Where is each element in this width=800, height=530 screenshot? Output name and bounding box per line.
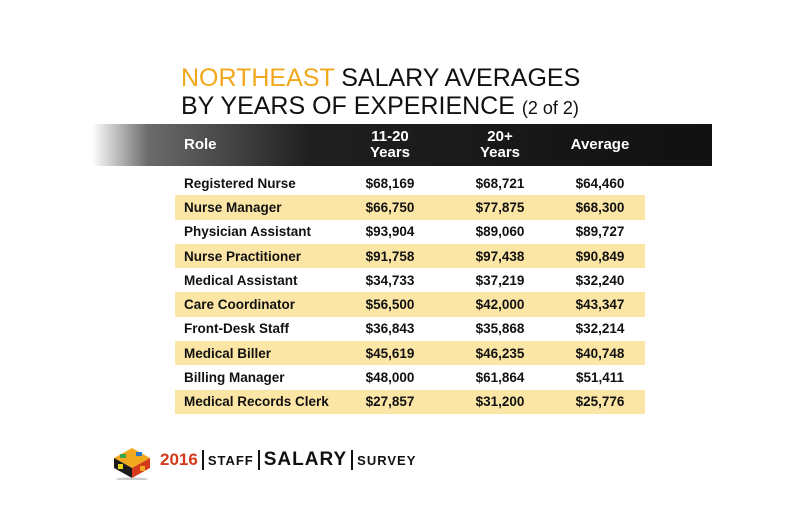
value-11-20-years: $34,733 xyxy=(365,272,415,288)
header-20-plus-years: 20+ Years xyxy=(445,124,555,166)
value-20-plus-years: $61,864 xyxy=(475,370,525,386)
table-row: Care Coordinator $56,500 $42,000 $43,347 xyxy=(175,292,645,317)
role-cell: Medical Records Clerk xyxy=(184,394,329,410)
logo-word-salary: SALARY xyxy=(263,449,348,470)
survey-logo: 2016 STAFF SALARY SURVEY xyxy=(110,440,416,481)
role-cell: Billing Manager xyxy=(184,370,285,386)
value-11-20-years: $91,758 xyxy=(365,248,415,264)
role-cell: Nurse Practitioner xyxy=(184,248,302,264)
value-average: $25,776 xyxy=(575,394,625,410)
table-row: Registered Nurse $68,169 $68,721 $64,460 xyxy=(175,171,645,195)
table-row: Physician Assistant $93,904 $89,060 $89,727 xyxy=(175,220,645,244)
header-col2-line2: Years xyxy=(479,144,521,161)
header-average: Average xyxy=(570,136,630,153)
role-cell: Registered Nurse xyxy=(184,175,296,191)
title-line-2: BY YEARS OF EXPERIENCE (2 of 2) xyxy=(181,92,580,122)
value-11-20-years: $93,904 xyxy=(365,224,415,240)
logo-divider xyxy=(201,450,204,470)
value-11-20-years: $68,169 xyxy=(365,175,415,191)
value-average: $68,300 xyxy=(575,199,625,215)
value-average: $32,214 xyxy=(575,321,625,337)
title-line-1: NORTHEAST SALARY AVERAGES xyxy=(181,64,580,92)
table-row: Billing Manager $48,000 $61,864 $51,411 xyxy=(175,365,645,389)
logo-divider xyxy=(257,450,260,470)
title-line-2-text: BY YEARS OF EXPERIENCE xyxy=(181,92,515,120)
role-cell: Nurse Manager xyxy=(184,199,282,215)
title-part: (2 of 2) xyxy=(521,98,579,118)
value-20-plus-years: $35,868 xyxy=(475,321,525,337)
role-cell: Medical Biller xyxy=(184,345,272,361)
title-highlight: NORTHEAST xyxy=(181,64,335,92)
value-11-20-years: $36,843 xyxy=(365,321,415,337)
value-20-plus-years: $31,200 xyxy=(475,394,525,410)
cube-logo-icon xyxy=(110,440,154,481)
value-20-plus-years: $42,000 xyxy=(475,297,525,313)
value-average: $51,411 xyxy=(575,370,625,386)
value-11-20-years: $48,000 xyxy=(365,370,415,386)
value-11-20-years: $66,750 xyxy=(365,199,415,215)
value-average: $89,727 xyxy=(575,224,625,240)
logo-word-survey: SURVEY xyxy=(357,452,417,468)
value-average: $90,849 xyxy=(575,248,625,264)
value-20-plus-years: $97,438 xyxy=(475,248,525,264)
header-col1-line2: Years xyxy=(369,144,411,161)
page-title: NORTHEAST SALARY AVERAGES BY YEARS OF EX… xyxy=(181,64,580,122)
header-col1-line1: 11-20 xyxy=(371,128,409,145)
value-20-plus-years: $77,875 xyxy=(475,199,525,215)
header-col2-line1: 20+ xyxy=(487,128,513,145)
logo-year: 2016 xyxy=(160,450,198,469)
role-cell: Medical Assistant xyxy=(184,272,298,288)
value-20-plus-years: $37,219 xyxy=(475,272,525,288)
title-line-1-rest: SALARY AVERAGES xyxy=(341,64,581,92)
value-average: $43,347 xyxy=(575,297,625,313)
value-11-20-years: $56,500 xyxy=(365,297,415,313)
value-average: $40,748 xyxy=(575,345,625,361)
table-row: Nurse Manager $66,750 $77,875 $68,300 xyxy=(175,195,645,220)
value-average: $32,240 xyxy=(575,272,625,288)
table-row: Medical Biller $45,619 $46,235 $40,748 xyxy=(175,341,645,366)
role-cell: Care Coordinator xyxy=(184,297,296,313)
header-role: Role xyxy=(184,136,217,153)
value-average: $64,460 xyxy=(575,175,625,191)
table-row: Medical Assistant $34,733 $37,219 $32,240 xyxy=(175,268,645,292)
table-row: Front-Desk Staff $36,843 $35,868 $32,214 xyxy=(175,317,645,341)
table-row: Medical Records Clerk $27,857 $31,200 $25,7… xyxy=(175,389,645,414)
logo-wordmark: 2016 STAFF SALARY SURVEY xyxy=(160,449,416,471)
value-20-plus-years: $68,721 xyxy=(475,175,525,191)
table-row: Nurse Practitioner $91,758 $97,438 $90,849 xyxy=(175,243,645,269)
table-body: Registered Nurse $68,169 $68,721 $64,460 Nur… xyxy=(175,171,645,414)
value-11-20-years: $27,857 xyxy=(365,394,415,410)
header-11-20-years: 11-20 Years xyxy=(335,124,445,166)
logo-divider xyxy=(351,450,354,470)
value-20-plus-years: $89,060 xyxy=(475,224,525,240)
logo-word-staff: STAFF xyxy=(207,452,254,468)
value-11-20-years: $45,619 xyxy=(365,345,415,361)
role-cell: Physician Assistant xyxy=(184,224,312,240)
value-20-plus-years: $46,235 xyxy=(475,345,525,361)
table-header: Role 11-20 Years 20+ Years Average xyxy=(92,124,712,166)
role-cell: Front-Desk Staff xyxy=(184,321,290,337)
